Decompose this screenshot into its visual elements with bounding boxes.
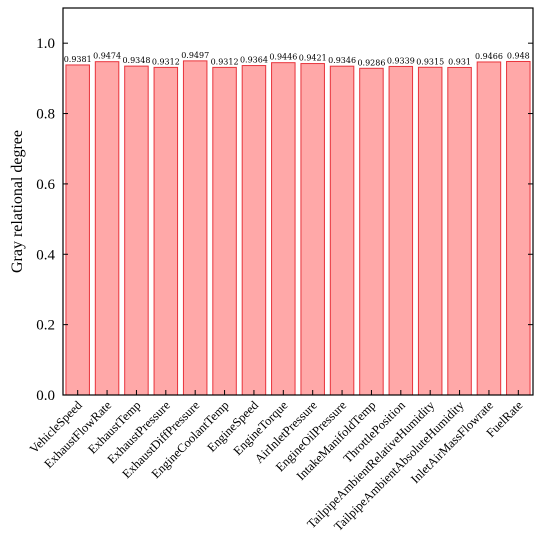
bar	[153, 66, 179, 396]
bar	[65, 64, 90, 396]
bar-value-label: 0.9446	[269, 53, 297, 62]
y-tick-label: 0.4	[36, 247, 55, 263]
bar-value-label: 0.9315	[416, 57, 444, 66]
bar-value-label: 0.931	[448, 57, 471, 66]
y-tick-label: 1.0	[36, 36, 55, 52]
bar-value-label: 0.9346	[328, 56, 356, 65]
bar-value-label: 0.9286	[357, 58, 385, 67]
y-axis-title: Gray relational degree	[9, 130, 26, 273]
bar	[476, 61, 502, 396]
bar	[300, 63, 325, 396]
bar-value-label: 0.9348	[122, 56, 150, 65]
bar	[388, 65, 414, 396]
x-axis: VehicleSpeedExhaustFlowRateExhaustTempEx…	[27, 390, 526, 534]
bars-layer	[65, 60, 531, 396]
bar	[447, 66, 472, 396]
bar-value-label: 0.9466	[475, 52, 503, 61]
bar	[241, 65, 267, 396]
bar	[271, 62, 296, 396]
plot-frame	[62, 7, 534, 396]
bar-value-label: 0.9497	[181, 51, 209, 60]
bar-value-label: 0.9364	[240, 56, 268, 65]
y-tick-label: 0.6	[36, 177, 55, 193]
bar	[359, 67, 384, 396]
bar-value-label: 0.9474	[93, 52, 121, 61]
y-tick-label: 0.0	[36, 388, 55, 404]
y-tick-label: 0.8	[36, 107, 55, 123]
bar-value-label: 0.9312	[211, 57, 239, 66]
bar	[124, 65, 149, 396]
y-tick-label: 0.2	[36, 318, 55, 334]
bar-value-label: 0.9421	[299, 54, 327, 63]
bar-value-label: 0.9339	[387, 56, 415, 65]
bar	[212, 66, 237, 396]
bar-value-label: 0.9312	[152, 57, 180, 66]
bar	[417, 66, 443, 396]
bar	[94, 61, 120, 396]
bar	[182, 60, 208, 396]
bar	[329, 65, 355, 396]
y-axis: 0.0 0.2 0.4 0.6 0.8 1.0	[36, 36, 533, 404]
bar-value-label: 0.948	[507, 51, 530, 60]
bar	[506, 60, 531, 396]
bar-value-label: 0.9381	[64, 55, 92, 64]
